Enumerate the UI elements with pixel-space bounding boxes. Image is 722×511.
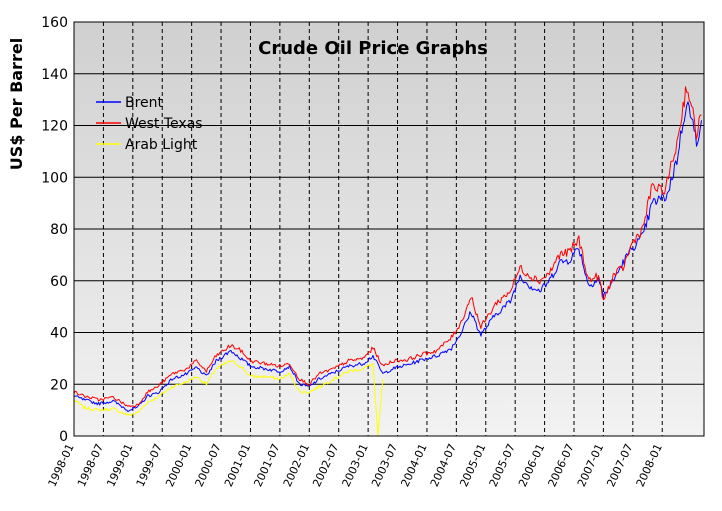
y-axis-ticks: 0 20 40 60 80 100 120 140 160: [41, 15, 68, 445]
y-tick-label: 40: [50, 326, 68, 342]
y-tick-label: 100: [41, 170, 68, 186]
y-axis-label: US$ Per Barrel: [7, 38, 26, 170]
y-tick-label: 60: [50, 274, 68, 290]
x-tick-label: 1998-07: [75, 442, 106, 489]
x-tick-label: 2000-07: [193, 442, 224, 489]
x-tick-label: 2005-07: [487, 442, 518, 489]
y-tick-label: 120: [41, 119, 68, 135]
y-tick-label: 20: [50, 377, 68, 393]
x-tick-label: 2007-07: [604, 442, 635, 489]
x-tick-label: 2007-01: [575, 442, 606, 489]
x-tick-label: 2003-01: [340, 442, 371, 489]
x-tick-label: 2002-01: [281, 442, 312, 489]
x-tick-label: 2008-01: [634, 442, 665, 489]
x-tick-label: 1999-07: [134, 442, 165, 489]
x-tick-label: 2006-07: [546, 442, 577, 489]
legend-label-arab-light: Arab Light: [125, 137, 198, 153]
series-line-west-texas: [74, 86, 702, 408]
x-tick-label: 2003-07: [369, 442, 400, 489]
x-axis-ticks: 1998-011998-071999-011999-072000-012000-…: [46, 442, 665, 489]
x-tick-label: 2004-01: [398, 442, 429, 489]
series-line-arab-light: [74, 360, 384, 436]
y-tick-label: 80: [50, 222, 68, 238]
x-tick-label: 2005-01: [457, 442, 488, 489]
legend-label-brent: Brent: [125, 95, 164, 111]
x-tick-label: 1998-01: [46, 442, 77, 489]
y-tick-label: 160: [41, 15, 68, 31]
y-tick-label: 0: [59, 429, 68, 445]
x-tick-label: 1999-01: [104, 442, 135, 489]
legend-label-west-texas: West Texas: [125, 116, 203, 132]
y-tick-label: 140: [41, 67, 68, 83]
x-tick-label: 2001-01: [222, 442, 253, 489]
x-tick-label: 2004-07: [428, 442, 459, 489]
series-layer: [74, 86, 702, 436]
legend: Brent West Texas Arab Light: [96, 95, 203, 153]
plot-border: [73, 21, 705, 437]
chart-title: Crude Oil Price Graphs: [258, 38, 488, 59]
x-tick-label: 2000-01: [163, 442, 194, 489]
x-tick-label: 2006-01: [516, 442, 547, 489]
x-tick-label: 2002-07: [310, 442, 341, 489]
x-tick-label: 2001-07: [251, 442, 282, 489]
